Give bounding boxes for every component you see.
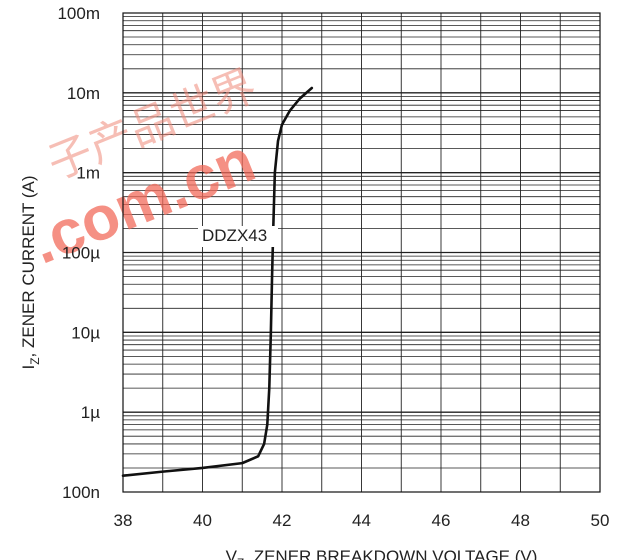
chart-series-layer [121, 86, 314, 477]
x-tick-label: 40 [193, 511, 212, 530]
x-tick-label: 42 [273, 511, 292, 530]
x-tick-label: 48 [511, 511, 530, 530]
y-tick-label: 10m [67, 84, 100, 103]
x-axis-title: VZ, ZENER BREAKDOWN VOLTAGE (V) [226, 547, 538, 560]
y-tick-label: 100n [62, 483, 100, 502]
tick-labels: 38 40 42 44 46 48 50 100n 1µ 10µ 100µ 1m 10m 100m [57, 4, 609, 530]
y-tick-label: 100µ [62, 244, 100, 263]
annotation-box [198, 226, 278, 247]
y-tick-label: 10µ [71, 323, 100, 342]
x-tick-label: 44 [352, 511, 371, 530]
y-tick-label: 100m [57, 4, 100, 23]
x-tick-label: 38 [114, 511, 133, 530]
plot-frame [122, 12, 601, 493]
y-tick-label: 1µ [81, 403, 100, 422]
x-tick-label: 46 [432, 511, 451, 530]
y-axis-title: IZ, ZENER CURRENT (A) [19, 175, 42, 369]
series-line [121, 86, 314, 477]
annotation-layer: DDZX43 [198, 226, 278, 247]
series-annotation-label: DDZX43 [202, 226, 267, 245]
x-tick-label: 50 [591, 511, 610, 530]
y-tick-label: 1m [76, 164, 100, 183]
